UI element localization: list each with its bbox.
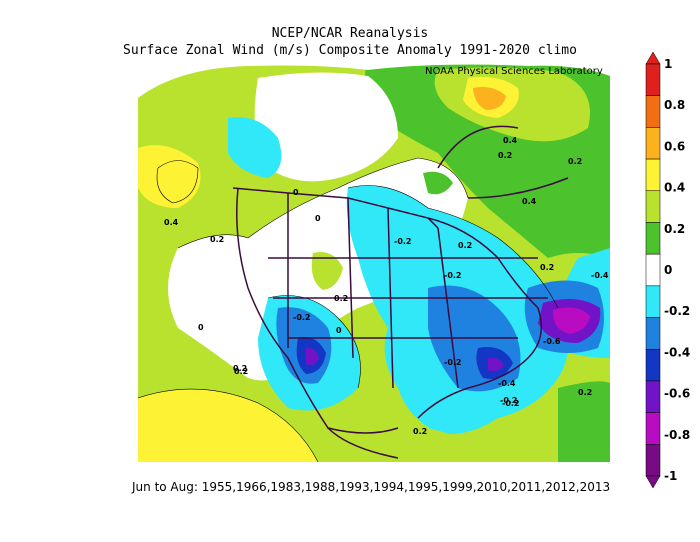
colorbar-swatch bbox=[645, 412, 661, 445]
colorbar-swatch bbox=[645, 317, 661, 350]
colorbar-swatch bbox=[645, 285, 661, 318]
field-hudson-orange bbox=[473, 87, 506, 110]
contour-label: 0.2 bbox=[540, 263, 554, 272]
colorbar-tick-label: 0.8 bbox=[664, 98, 685, 112]
contour-label: 0 bbox=[315, 214, 321, 223]
contour-label: -0.2 bbox=[444, 358, 462, 367]
contour-label: -0.2 bbox=[293, 313, 311, 322]
contour-lines bbox=[138, 157, 559, 462]
field-southwest-positive bbox=[138, 389, 318, 462]
contour-label: -0.4 bbox=[591, 271, 609, 280]
colorbar-tick-label: 0.4 bbox=[664, 181, 685, 195]
contour-label: 0 bbox=[198, 323, 204, 332]
field-atlantic-magenta bbox=[552, 307, 590, 334]
map-title: NCEP/NCAR Reanalysis bbox=[271, 26, 429, 41]
contour-label: 0 bbox=[336, 326, 342, 335]
field-rockies-negative bbox=[228, 117, 282, 178]
colorbar-tick-label: 1 bbox=[664, 57, 672, 71]
colorbar-tick-label: -0.2 bbox=[664, 304, 690, 318]
contour-label: -0.2 bbox=[444, 271, 462, 280]
contour-label: -0.2 bbox=[500, 396, 518, 405]
field-southwest-core-purple bbox=[306, 347, 319, 366]
contour-label: -0.4 bbox=[498, 379, 516, 388]
colorbar-swatch bbox=[645, 380, 661, 413]
colorbar-ticks: 1 0.8 0.6 0.4 0.2 0 -0.2 -0.4 -0.6 -0.8 -1 bbox=[664, 57, 690, 483]
colorbar-swatch bbox=[645, 222, 661, 255]
colorbar-swatch bbox=[645, 158, 661, 192]
colorbar-tick-label: 0 bbox=[664, 263, 672, 277]
colorbar-swatch bbox=[645, 444, 661, 477]
field-plains-positive bbox=[311, 252, 343, 290]
anomaly-map: 0.4 0.2 0.2 0.4 0.2 0.4 0.2 0 0 0 0.2 -0… bbox=[138, 64, 610, 462]
field-pacific-positive bbox=[138, 145, 201, 208]
contour-label: 0.4 bbox=[522, 197, 537, 206]
field-canada-neutral bbox=[254, 72, 398, 182]
contour-label: 0.4 bbox=[503, 136, 518, 145]
colorbar-tick-label: 0.6 bbox=[664, 139, 685, 153]
political-borders bbox=[232, 125, 569, 459]
contour-labels: 0.4 0.2 0.2 0.4 0.2 0.4 0.2 0 0 0 0.2 -0… bbox=[164, 136, 609, 436]
colorbar-top-arrow bbox=[645, 51, 661, 65]
field-gulf-core-purple bbox=[488, 357, 504, 372]
contour-label: -0.6 bbox=[543, 337, 561, 346]
contour-label: 0 bbox=[293, 188, 299, 197]
contour-label: 0.2 bbox=[568, 157, 582, 166]
contour-label: 0.2 bbox=[210, 235, 224, 244]
colorbar-swatch bbox=[645, 190, 661, 223]
colorbar-swatch bbox=[645, 348, 661, 382]
contour-label: 0.2 bbox=[334, 294, 348, 303]
colorbar-tick-label: -0.6 bbox=[664, 387, 690, 401]
colorbar-swatches bbox=[645, 51, 661, 489]
contour-label: -0.2 bbox=[502, 399, 520, 408]
field-canada-green bbox=[423, 171, 453, 195]
contour-label: 0.4 bbox=[164, 218, 179, 227]
contour-label: 0.2 bbox=[233, 364, 247, 373]
contour-label: 0.2 bbox=[578, 388, 592, 397]
colorbar-bottom-arrow bbox=[645, 475, 661, 489]
field-south-green bbox=[388, 426, 461, 462]
field-caribbean-green bbox=[558, 381, 610, 462]
composite-years: Jun to Aug: 1955,1966,1983,1988,1993,199… bbox=[132, 480, 611, 494]
contour-label: 0.2 bbox=[234, 367, 248, 376]
colorbar-swatch bbox=[645, 63, 661, 96]
colorbar-tick-label: -0.8 bbox=[664, 428, 690, 442]
colorbar-swatch bbox=[645, 127, 661, 160]
colorbar: 1 0.8 0.6 0.4 0.2 0 -0.2 -0.4 -0.6 -0.8 -1 bbox=[645, 51, 690, 489]
lab-label: NOAA Physical Sciences Laboratory bbox=[425, 66, 603, 77]
colorbar-tick-label: -1 bbox=[664, 469, 677, 483]
map-subtitle: Surface Zonal Wind (m/s) Composite Anoma… bbox=[123, 43, 577, 58]
contour-label: -0.2 bbox=[394, 237, 412, 246]
colorbar-swatch bbox=[645, 253, 661, 287]
contour-label: 0.2 bbox=[413, 427, 427, 436]
contour-label: 0.2 bbox=[498, 151, 512, 160]
contour-label: 0.2 bbox=[458, 241, 472, 250]
colorbar-tick-label: 0.2 bbox=[664, 222, 685, 236]
colorbar-tick-label: -0.4 bbox=[664, 345, 690, 359]
colorbar-swatch bbox=[645, 95, 661, 128]
